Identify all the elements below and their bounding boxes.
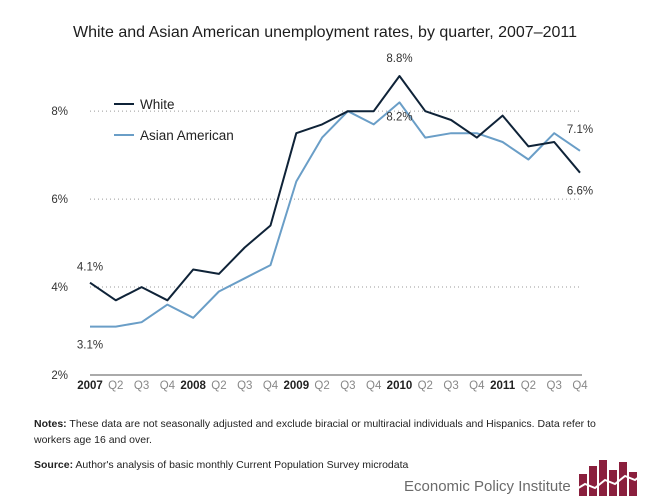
x-tick-label: Q4 bbox=[366, 380, 382, 392]
x-tick-label: Q2 bbox=[521, 380, 536, 392]
x-tick-label: 2008 bbox=[180, 380, 206, 392]
x-tick-label: Q2 bbox=[108, 380, 123, 392]
data-label: 6.6% bbox=[567, 186, 593, 198]
chart-title: White and Asian American unemployment ra… bbox=[72, 24, 577, 41]
logo-bar bbox=[629, 472, 637, 496]
x-axis-ticks: 2007 Q2 Q3 Q4 2008 Q2 Q3 Q4 2009 Q2 Q3 Q4 2010 Q2 Q3 Q4… bbox=[77, 380, 588, 392]
x-tick-label: Q2 bbox=[418, 380, 433, 392]
x-tick-label: Q3 bbox=[237, 380, 252, 392]
y-tick-label: 6% bbox=[51, 194, 68, 206]
chart-source: Source: Author's analysis of basic month… bbox=[34, 457, 634, 473]
source-text: Author's analysis of basic monthly Curre… bbox=[73, 459, 409, 471]
x-tick-label: 2011 bbox=[490, 380, 516, 392]
x-tick-label: Q3 bbox=[340, 380, 355, 392]
x-tick-label: Q3 bbox=[134, 380, 149, 392]
x-tick-label: 2007 bbox=[77, 380, 103, 392]
logo-bar bbox=[619, 462, 627, 496]
series-lines bbox=[89, 75, 581, 328]
notes-label: Notes: bbox=[34, 418, 67, 430]
x-tick-label: Q2 bbox=[314, 380, 329, 392]
series-line-asian-american bbox=[90, 101, 581, 328]
x-tick-label: 2009 bbox=[284, 380, 310, 392]
x-tick-label: 2010 bbox=[387, 380, 413, 392]
data-label: 3.1% bbox=[77, 340, 103, 352]
data-annotations: 4.1% 3.1% 8.8% 8.2% 7.1% 6.6% bbox=[77, 53, 593, 352]
logo-bar bbox=[589, 466, 597, 496]
y-tick-label: 2% bbox=[51, 370, 68, 382]
brand-name: Economic Policy Institute bbox=[404, 478, 571, 495]
gridlines bbox=[90, 110, 582, 376]
legend: White Asian American bbox=[114, 97, 234, 143]
x-tick-label: Q3 bbox=[547, 380, 562, 392]
source-label: Source: bbox=[34, 459, 74, 471]
epi-logo-icon bbox=[575, 460, 644, 496]
logo-trend-line bbox=[575, 473, 644, 491]
legend-label: Asian American bbox=[140, 128, 234, 143]
x-tick-label: Q4 bbox=[263, 380, 279, 392]
y-tick-label: 8% bbox=[51, 106, 68, 118]
notes-text: These data are not seasonally adjusted a… bbox=[34, 418, 596, 446]
data-label: 4.1% bbox=[77, 262, 103, 274]
data-label: 7.1% bbox=[567, 124, 593, 136]
x-tick-label: Q4 bbox=[572, 380, 588, 392]
line-chart: 2%4%6%8% 2007 Q2 Q3 Q4 2008 Q2 Q3 Q4 2009 Q2 Q3 Q4 2… bbox=[51, 53, 593, 392]
chart-notes: Notes: These data are not seasonally adj… bbox=[34, 416, 634, 448]
logo-bar bbox=[599, 460, 607, 496]
x-tick-label: Q3 bbox=[443, 380, 458, 392]
data-label: 8.2% bbox=[386, 111, 412, 123]
x-tick-label: Q2 bbox=[211, 380, 226, 392]
series-line-white bbox=[89, 75, 581, 302]
legend-label: White bbox=[140, 97, 175, 112]
data-label: 8.8% bbox=[386, 53, 412, 65]
y-tick-label: 4% bbox=[51, 282, 68, 294]
x-tick-label: Q4 bbox=[469, 380, 485, 392]
x-tick-label: Q4 bbox=[160, 380, 176, 392]
y-axis-ticks: 2% 4% 6% 8% bbox=[51, 106, 68, 382]
